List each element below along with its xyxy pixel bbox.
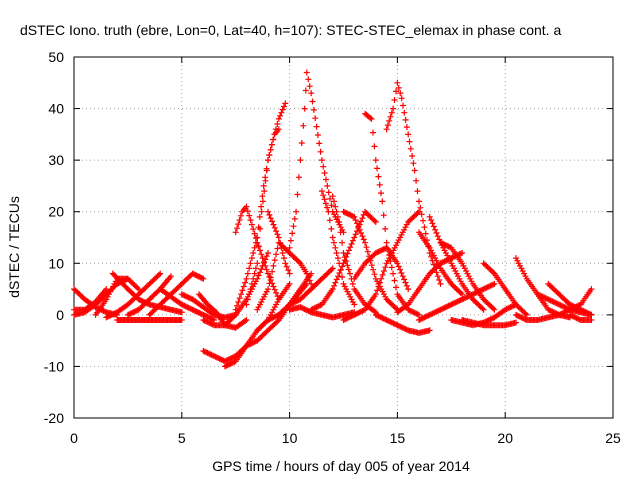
data-marks <box>275 265 336 318</box>
grid-lines <box>74 57 613 418</box>
data-series <box>114 317 185 323</box>
data-marks <box>351 244 412 293</box>
data-series <box>103 270 164 321</box>
data-marks <box>372 311 433 336</box>
y-tick-label: -10 <box>44 358 64 374</box>
data-series <box>232 203 282 303</box>
axis-ticks: 0 5 10 15 20 25 -20 -10 0 10 20 30 40 50 <box>44 49 621 446</box>
data-marks <box>318 188 358 308</box>
data-series <box>340 208 422 323</box>
data-marks <box>286 69 347 251</box>
data-series <box>545 280 595 318</box>
data-marks <box>566 311 595 323</box>
data-marks <box>265 208 293 277</box>
data-marks <box>308 208 379 313</box>
data-series <box>243 126 282 308</box>
data-marks <box>459 317 519 329</box>
data-points <box>71 69 595 370</box>
data-marks <box>232 100 289 313</box>
data-marks <box>480 260 530 318</box>
y-axis-label: dSTEC / TECUs <box>6 196 22 298</box>
data-marks <box>232 203 282 303</box>
data-series <box>372 311 433 336</box>
data-marks <box>340 208 422 323</box>
chart-title: dSTEC Iono. truth (ebre, Lon=0, Lat=40, … <box>20 22 561 38</box>
data-marks <box>114 317 185 323</box>
data-series <box>286 69 347 251</box>
y-tick-label: -20 <box>44 410 64 426</box>
y-tick-label: 30 <box>48 152 64 168</box>
data-series <box>566 311 595 323</box>
data-series <box>275 265 336 318</box>
data-series <box>308 208 379 313</box>
x-tick-label: 20 <box>497 430 513 446</box>
data-series <box>480 260 530 318</box>
data-series <box>157 286 218 323</box>
data-marks <box>157 286 218 323</box>
data-series <box>416 229 466 298</box>
y-tick-label: 0 <box>56 307 64 323</box>
x-tick-label: 0 <box>70 430 78 446</box>
x-tick-label: 15 <box>390 430 406 446</box>
data-series <box>351 244 412 293</box>
data-series <box>459 317 519 329</box>
data-marks <box>71 286 110 313</box>
data-marks <box>146 270 207 318</box>
data-marks <box>416 229 466 298</box>
data-series <box>265 208 293 277</box>
data-series <box>146 270 207 318</box>
data-series <box>232 100 289 313</box>
x-tick-label: 10 <box>282 430 298 446</box>
data-series <box>254 239 315 313</box>
data-series <box>318 188 358 308</box>
y-tick-label: 20 <box>48 204 64 220</box>
data-marks <box>437 239 498 313</box>
x-axis-label: GPS time / hours of day 005 of year 2014 <box>212 458 470 474</box>
data-marks <box>103 270 164 321</box>
y-tick-label: 40 <box>48 101 64 117</box>
data-marks <box>243 126 282 308</box>
y-tick-label: 10 <box>48 255 64 271</box>
data-series <box>437 239 498 313</box>
y-tick-label: 50 <box>48 49 64 65</box>
x-tick-label: 25 <box>605 430 621 446</box>
data-series <box>71 286 110 313</box>
x-tick-label: 5 <box>178 430 186 446</box>
data-marks <box>545 280 595 318</box>
plot-frame <box>73 56 614 419</box>
data-marks <box>254 239 315 313</box>
